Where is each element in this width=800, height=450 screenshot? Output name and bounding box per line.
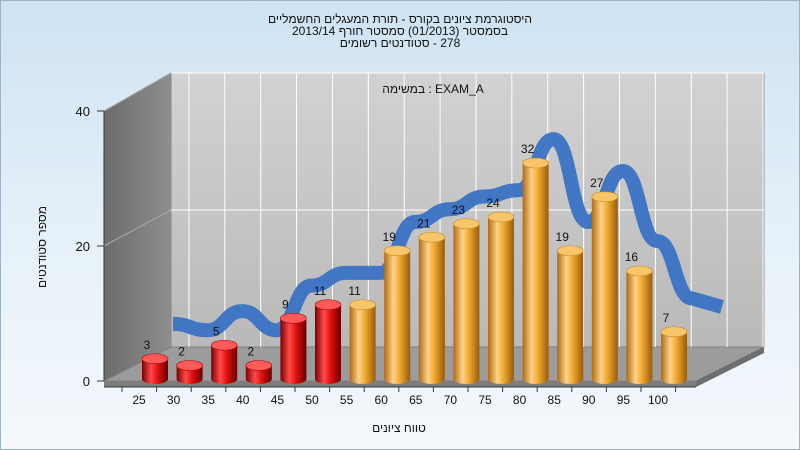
bar-body: [315, 304, 341, 384]
bar-value-label: 23: [452, 203, 466, 217]
y-tick-label: 20: [76, 239, 90, 254]
trend-curve: [172, 132, 724, 338]
bar-top: [626, 265, 653, 277]
bar-value-label: 9: [282, 297, 289, 311]
bar-top: [349, 299, 376, 311]
x-tick-label: 35: [202, 393, 216, 407]
bar-80: 32: [521, 142, 549, 384]
bar-95: 16: [625, 250, 653, 384]
bar-value-label: 19: [383, 230, 397, 244]
chart-title-line-1: היסטוגרמת ציונים בקורס - תורת המעגלים הח…: [267, 12, 533, 26]
bar-value-label: 5: [213, 324, 220, 338]
bar-value-label: 24: [486, 196, 500, 210]
bar-top: [176, 360, 203, 371]
bar-50: 11: [314, 284, 342, 384]
bar-value-label: 11: [348, 284, 361, 298]
bar-value-label: 32: [521, 142, 535, 156]
x-axis-title: טווח ציונים: [372, 421, 426, 435]
y-tick-label: 40: [76, 104, 90, 119]
x-tick-label: 60: [375, 393, 389, 407]
x-tick-label: 45: [271, 393, 285, 407]
bar-top: [280, 312, 307, 324]
trend-ribbon: [172, 132, 724, 338]
bar-body: [591, 196, 618, 384]
x-tick-label: 40: [236, 393, 250, 407]
bar-top: [245, 360, 273, 371]
bar-30: 2: [176, 345, 203, 384]
bar-top: [418, 231, 446, 243]
x-tick-label: 90: [582, 393, 596, 407]
chart-title-line-3: 278 - סטודנטים רשומים: [339, 36, 461, 50]
chart-title-line-2: בסמסטר (01/2013) סמסטר חורף 2013/14: [291, 24, 509, 38]
x-tick-label: 65: [409, 393, 423, 407]
bar-value-label: 7: [663, 311, 670, 325]
bar-65: 21: [417, 216, 446, 384]
bar-top: [141, 353, 169, 365]
bar-body: [488, 217, 514, 384]
x-tick-label: 100: [648, 393, 668, 407]
x-tick-label: 50: [305, 393, 319, 407]
floor-right-edge: [696, 347, 764, 387]
bar-value-label: 27: [590, 176, 604, 190]
bar-value-label: 21: [417, 216, 431, 230]
inner-exam-label: EXAM_A : במשימה: [382, 82, 483, 96]
bar-body: [349, 304, 376, 384]
bar-top: [314, 299, 342, 311]
bar-top: [556, 245, 584, 257]
bar-75: 24: [486, 196, 515, 384]
bar-body: [557, 250, 584, 384]
bar-top: [383, 245, 411, 257]
x-tick-label: 55: [340, 393, 354, 407]
bar-body: [418, 237, 445, 384]
bar-value-label: 3: [144, 338, 151, 352]
x-tick-label: 95: [617, 393, 631, 407]
bar-body: [211, 345, 238, 384]
bar-45: 9: [280, 297, 307, 384]
bar-top: [210, 339, 238, 351]
bar-body: [384, 250, 411, 384]
y-tick-label: 0: [83, 374, 90, 389]
y-axis: 0 20 40: [76, 104, 105, 389]
bar-100: 7: [660, 311, 688, 384]
bar-top: [522, 157, 549, 169]
x-axis: 25 30 35 40 45 50 55 60 65 70 75 80 85 90 95 100: [104, 386, 696, 407]
bar-85: 19: [556, 230, 584, 384]
bar-70: 23: [452, 203, 480, 384]
bar-40: 2: [245, 345, 273, 384]
bar-value-label: 2: [178, 345, 185, 359]
chart-title-block: היסטוגרמת ציונים בקורס - תורת המעגלים הח…: [1, 13, 799, 49]
x-tick-label: 30: [167, 393, 181, 407]
grid-line-left-wall: [103, 209, 172, 247]
bar-35: 5: [210, 324, 238, 384]
bar-body: [453, 223, 480, 384]
y-axis-title: מספר סטודנטים: [35, 206, 49, 288]
x-tick-label: 75: [478, 393, 492, 407]
bar-value-label: 16: [625, 250, 639, 264]
bar-body: [626, 271, 653, 384]
bar-body: [661, 331, 687, 384]
bar-top: [591, 191, 619, 203]
bar-value-label: 19: [556, 230, 570, 244]
x-tick-label: 25: [132, 393, 146, 407]
x-tick-label: 70: [444, 393, 458, 407]
bar-55: 11: [348, 284, 376, 384]
bar-top: [487, 211, 515, 223]
left-wall: [103, 72, 172, 382]
grid-line-left-wall: [103, 72, 172, 112]
bar-60: 19: [383, 230, 411, 384]
x-tick-label: 85: [548, 393, 562, 407]
bar-value-label: 2: [247, 345, 254, 359]
bar-body: [280, 318, 307, 384]
bar-top: [453, 218, 480, 230]
bar-90: 27: [590, 176, 619, 384]
bar-body: [142, 358, 168, 384]
bar-top: [660, 326, 688, 338]
bar-body: [522, 163, 549, 384]
x-tick-label: 80: [513, 393, 527, 407]
bar-value-label: 11: [314, 284, 327, 298]
bar-25: 3: [141, 338, 169, 384]
